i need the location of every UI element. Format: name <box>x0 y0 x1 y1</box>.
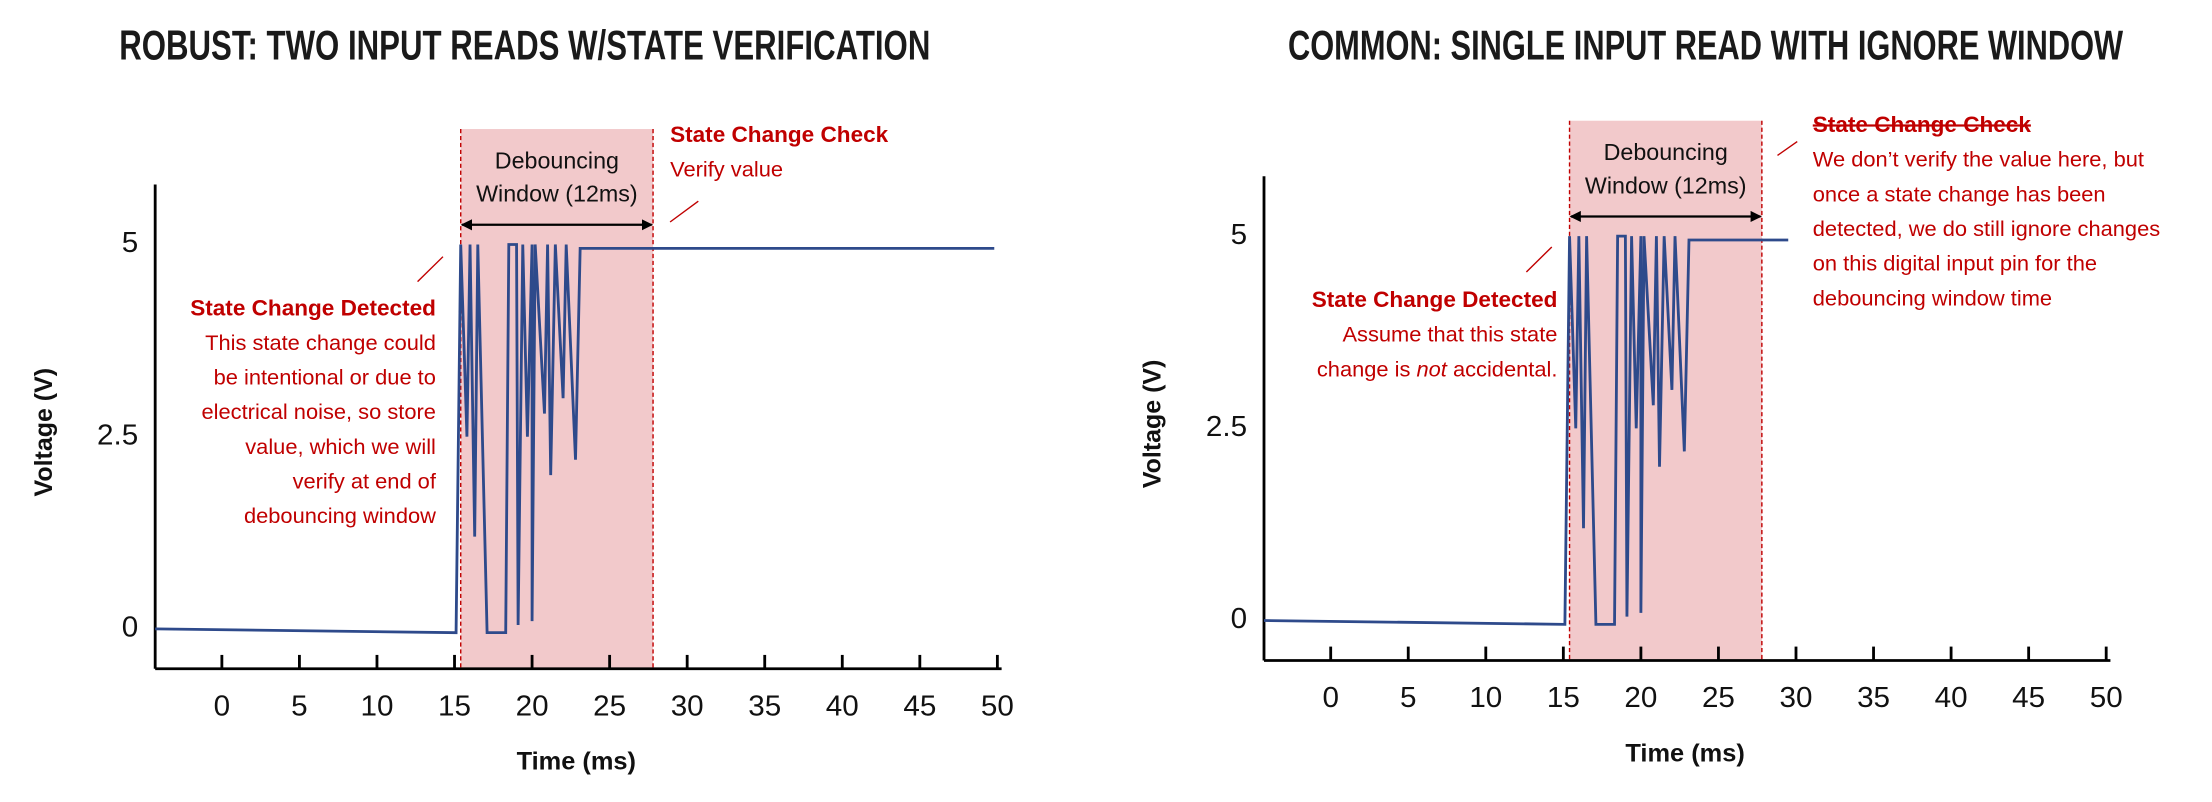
annotation-line: verify at end of <box>293 469 437 494</box>
x-tick-label: 45 <box>2012 681 2045 714</box>
annotation-line: debouncing window time <box>1813 286 2052 311</box>
window-label: Debouncing <box>1604 139 1728 165</box>
x-tick-label: 15 <box>1547 681 1580 714</box>
annotation-leader <box>417 256 444 283</box>
annotation-segment: not <box>1416 356 1447 381</box>
signal-line <box>1263 234 1789 626</box>
annotation-title: State Change Detected <box>190 295 436 320</box>
annotation-title: State Change Check <box>670 122 889 147</box>
window-label: Window (12ms) <box>476 181 638 207</box>
x-tick-label: 5 <box>291 690 307 723</box>
annotation-segment: change is <box>1317 356 1417 381</box>
chart-title: COMMON: SINGLE INPUT READ WITH IGNORE WI… <box>1288 22 2123 69</box>
annotation-line: electrical noise, so store <box>202 399 436 424</box>
x-axis-label: Time (ms) <box>1625 740 1744 768</box>
annotation-line: This state change could <box>205 330 436 355</box>
signal-line <box>155 243 995 635</box>
x-axis-label: Time (ms) <box>517 748 636 776</box>
annotation-line: We don’t verify the value here, but <box>1813 147 2144 172</box>
y-tick-label: 0 <box>122 611 138 644</box>
x-tick-label: 25 <box>1702 681 1735 714</box>
x-tick-label: 40 <box>826 690 859 723</box>
y-axis-label: Voltage (V) <box>1138 360 1166 489</box>
x-tick-label: 20 <box>516 690 549 723</box>
chart-title: ROBUST: TWO INPUT READS W/STATE VERIFICA… <box>119 22 930 69</box>
x-tick-label: 30 <box>1780 681 1813 714</box>
x-tick-label: 40 <box>1935 681 1968 714</box>
annotation-line: change is not accidental. <box>1317 356 1558 381</box>
y-tick-label: 2.5 <box>97 419 138 452</box>
annotation-leader <box>1525 246 1553 273</box>
annotation-line: be intentional or due to <box>214 365 436 390</box>
x-tick-label: 10 <box>1469 681 1502 714</box>
x-tick-label: 35 <box>748 690 781 723</box>
x-tick-label: 50 <box>981 690 1014 723</box>
annotation-segment: accidental. <box>1447 356 1558 381</box>
annotation-line: debouncing window <box>244 503 436 528</box>
x-tick-label: 45 <box>903 690 936 723</box>
debounce-window <box>460 129 654 669</box>
window-label: Window (12ms) <box>1585 173 1747 199</box>
annotation-title: State Change Check <box>1813 112 2032 137</box>
annotation-leader <box>1777 140 1798 156</box>
x-tick-label: 0 <box>214 690 230 723</box>
x-tick-label: 10 <box>360 690 393 723</box>
annotation-line: detected, we do still ignore changes <box>1813 216 2161 241</box>
x-tick-label: 0 <box>1322 681 1338 714</box>
annotation-leader <box>669 200 699 223</box>
annotation-line: Verify value <box>670 157 783 182</box>
y-tick-label: 0 <box>1231 602 1247 635</box>
y-tick-label: 5 <box>122 226 138 259</box>
annotation-line: on this digital input pin for the <box>1813 251 2097 276</box>
annotation-line: Assume that this state <box>1342 322 1557 347</box>
y-tick-label: 2.5 <box>1206 410 1247 443</box>
window-label: Debouncing <box>495 148 619 174</box>
x-tick-label: 35 <box>1857 681 1890 714</box>
x-tick-label: 15 <box>438 690 471 723</box>
annotation-title: State Change Detected <box>1312 287 1558 312</box>
annotation-line: value, which we will <box>245 434 436 459</box>
y-tick-label: 5 <box>1231 218 1247 251</box>
debounce-window <box>1569 120 1762 661</box>
x-tick-label: 20 <box>1624 681 1657 714</box>
x-tick-label: 50 <box>2090 681 2123 714</box>
y-axis-label: Voltage (V) <box>30 368 58 497</box>
x-tick-label: 25 <box>593 690 626 723</box>
x-tick-label: 5 <box>1400 681 1416 714</box>
annotation-line: once a state change has been <box>1813 181 2106 206</box>
x-tick-label: 30 <box>671 690 704 723</box>
